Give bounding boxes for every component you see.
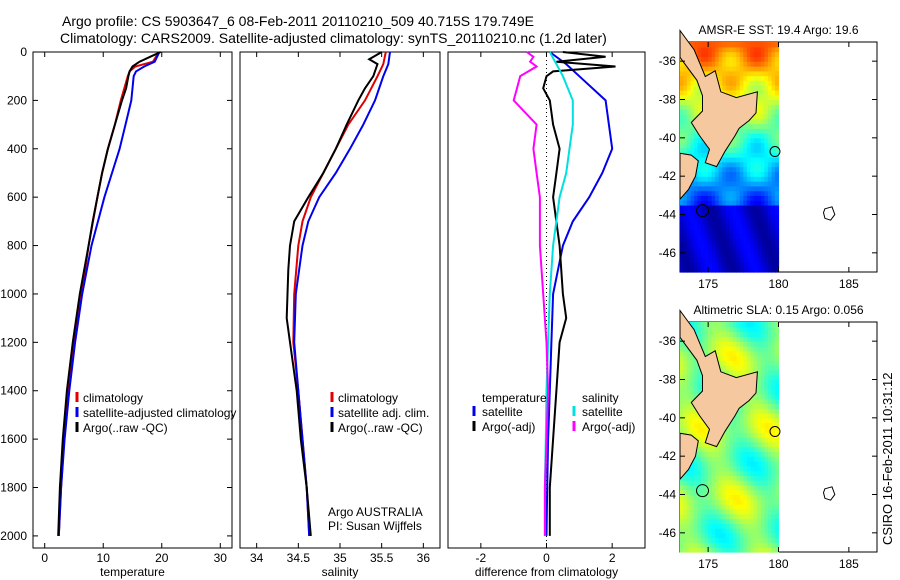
legend-entry: climatology: [83, 391, 143, 405]
plot-frame: [32, 51, 233, 549]
map-panel-1: 175 180 185 -36 -38 -40 -42 -44 -46 Altimetric SL…: [659, 303, 878, 571]
y-tick-label: 1000: [0, 287, 27, 301]
land-north-island: [679, 28, 758, 168]
legend-entry: Argo(-adj): [482, 420, 535, 434]
x-tick-label: 0: [543, 551, 550, 565]
y-tick-label: -40: [659, 411, 677, 425]
legend-entry: satellite: [582, 405, 623, 419]
x-axis-label: temperature: [100, 565, 165, 579]
y-tick-label: 1600: [0, 432, 27, 446]
x-axis-label: salinity: [322, 565, 359, 579]
land-chatham-island: [822, 206, 836, 221]
x-tick-label: 180: [768, 277, 788, 291]
y-tick-label: 800: [7, 239, 27, 253]
x-tick-label: 185: [839, 277, 859, 291]
y-tick-label: -38: [659, 93, 677, 107]
side-label: CSIRO 16-Feb-2011 10:31:12: [880, 373, 895, 545]
legend-entry: climatology: [338, 391, 398, 405]
y-tick-label: 2000: [0, 529, 27, 543]
series-line-0: [545, 51, 614, 536]
legend-entry: satellite-adjusted climatology: [83, 406, 236, 420]
map-panel-0: 175 180 185 -36 -38 -40 -42 -44 -46 AMSR-E SST: 1…: [659, 23, 878, 291]
map-panels: 175 180 185 -36 -38 -40 -42 -44 -46 AMSR-E SST: 1…: [659, 23, 878, 571]
y-tick-label: -38: [659, 373, 677, 387]
x-tick-label: 35.5: [370, 551, 394, 565]
x-axis-label: difference from climatology: [475, 565, 618, 579]
x-tick-label: -2: [475, 551, 486, 565]
contour-ring: [696, 204, 710, 218]
x-tick-label: 34.5: [287, 551, 311, 565]
x-tick-label: 20: [155, 551, 169, 565]
header-line-2: Climatology: CARS2009. Satellite-adjuste…: [60, 30, 607, 46]
legend-entry: Argo(..raw -QC): [83, 421, 168, 435]
series-line-2: [57, 51, 162, 536]
x-tick-label: 36: [417, 551, 431, 565]
y-tick-label: 0: [20, 45, 27, 59]
y-tick-label: -44: [659, 208, 677, 222]
y-tick-label: 1800: [0, 481, 27, 495]
float-location-marker: [769, 426, 781, 438]
x-tick-label: 185: [839, 557, 859, 571]
y-tick-label: -46: [659, 246, 677, 260]
profile-panels: 0 10 20 30020040060080010001200140016001800…: [0, 45, 646, 579]
land-south-island: [679, 432, 699, 481]
y-tick-label: -42: [659, 169, 677, 183]
land-north-island: [679, 308, 758, 448]
x-tick-label: 35: [333, 551, 347, 565]
land-south-island: [679, 152, 699, 201]
x-tick-label: 2: [609, 551, 616, 565]
x-tick-label: 0: [41, 551, 48, 565]
y-tick-label: -40: [659, 131, 677, 145]
float-location-marker: [769, 146, 781, 158]
x-tick-label: 10: [97, 551, 111, 565]
series-line-1: [542, 51, 616, 536]
x-tick-label: 30: [214, 551, 228, 565]
y-tick-label: -46: [659, 526, 677, 540]
series-line-3: [512, 51, 550, 536]
map-title: Altimetric SLA: 0.15 Argo: 0.056: [693, 303, 863, 317]
x-tick-label: 175: [698, 277, 718, 291]
legend-entry: satellite: [482, 405, 523, 419]
series-line-2: [285, 51, 383, 536]
y-tick-label: -36: [659, 334, 677, 348]
y-tick-label: -44: [659, 488, 677, 502]
profile-panel-1: 34 34.5 35 35.5 36 salinity climatologysatelli…: [239, 51, 441, 579]
x-tick-label: 175: [698, 557, 718, 571]
y-tick-label: 400: [7, 142, 27, 156]
legend-group-salinity: salinity: [582, 391, 619, 405]
panel-note: PI: Susan Wijffels: [328, 519, 422, 533]
y-tick-label: -42: [659, 449, 677, 463]
plot-frame: [239, 51, 441, 549]
x-tick-label: 34: [250, 551, 264, 565]
y-tick-label: 1400: [0, 384, 27, 398]
panel-note: Argo AUSTRALIA: [328, 505, 423, 519]
land-chatham-island: [822, 486, 836, 501]
profile-panel-0: 0 10 20 30 0 200 400 600 800 1000 1200 1400 1600 1800…: [0, 45, 236, 579]
legend-group-temperature: temperature: [482, 391, 547, 405]
legend-entry: Argo(-adj): [582, 420, 635, 434]
header-line-1: Argo profile: CS 5903647_6 08-Feb-2011 2…: [62, 13, 534, 29]
legend-entry: satellite adj. clim.: [338, 406, 429, 420]
map-title: AMSR-E SST: 19.4 Argo: 19.6: [698, 23, 858, 37]
y-tick-label: 600: [7, 190, 27, 204]
y-tick-label: 200: [7, 93, 27, 107]
y-tick-label: -36: [659, 54, 677, 68]
legend-entry: Argo(..raw -QC): [338, 421, 423, 435]
x-tick-label: 180: [768, 557, 788, 571]
contour-ring: [696, 484, 710, 498]
series-line-1: [57, 51, 161, 536]
series-line-1: [293, 51, 391, 536]
y-tick-label: 1200: [0, 335, 27, 349]
